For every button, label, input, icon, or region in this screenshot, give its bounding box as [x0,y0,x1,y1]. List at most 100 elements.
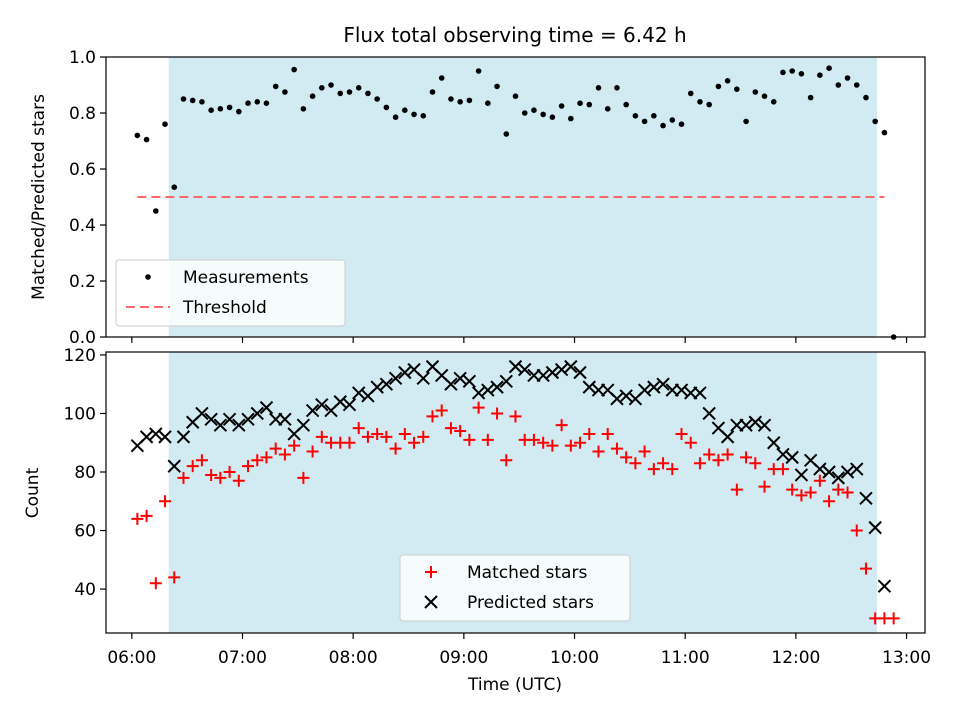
top-legend: Measurements Threshold [115,259,346,327]
measurement-point [365,90,371,97]
predicted-star-point [868,520,882,535]
predicted-star-point [315,397,329,412]
matched-star-point [306,445,319,458]
measurement-point [291,66,297,73]
measurement-point [780,69,786,76]
y-tick-label: 120 [64,346,96,366]
matched-star-point [315,430,328,443]
matched-star-point [435,404,448,417]
y-tick-label: 0.4 [69,216,96,236]
measurement-point [752,89,759,95]
predicted-star-point [877,579,892,593]
measurement-point [844,75,851,81]
y-tick-label: 0.6 [69,160,96,180]
matched-star-point [795,489,808,502]
matched-star-point [408,436,421,449]
x-tick-label: 11:00 [661,648,710,668]
measurement-point [641,118,648,125]
matched-star-point [371,427,384,440]
matched-star-point [159,495,172,508]
measurement-point [577,100,583,106]
measurement-point [863,94,869,101]
measurement-point [853,82,860,88]
predicted-star-point [831,471,846,485]
measurement-point [826,65,832,71]
predicted-star-point [453,371,467,386]
measurement-point [475,68,482,74]
matched-star-point [555,419,568,432]
predicted-star-point [278,412,292,427]
predicted-star-point [352,386,366,400]
matched-star-point [564,439,577,452]
measurement-point [162,121,168,127]
matched-star-point [610,442,623,455]
predicted-star-point [859,491,873,506]
matched-star-point [804,486,817,499]
predicted-star-point [702,406,716,421]
predicted-star-point [619,389,633,403]
predicted-star-point [149,427,163,441]
measurement-point [798,71,805,77]
y-tick-label: 80 [74,463,96,483]
matched-star-point [361,430,374,443]
top-x-ticks [131,337,908,343]
matched-star-point [749,457,762,470]
predicted-star-point [250,406,264,421]
y-tick-label: 0.2 [69,272,96,292]
predicted-star-point [158,430,172,444]
matched-star-point [537,436,550,449]
matched-star-point [703,448,716,461]
x-tick-label: 08:00 [329,648,378,668]
matched-star-point [740,451,753,464]
measurement-point [254,99,261,105]
measurement-point [512,93,519,99]
measurement-point [226,104,233,111]
matched-star-point [186,460,199,473]
matched-star-point [758,480,771,493]
predicted-star-point [822,465,836,479]
measurement-point [309,93,316,99]
measurement-point [521,110,528,116]
predicted-star-point [490,380,504,394]
measurement-point [438,75,445,81]
predicted-star-point [748,415,763,429]
measurement-point [494,83,500,90]
matched-star-point [352,422,365,435]
matched-star-point [675,427,688,440]
measurement-point [724,78,731,84]
matched-star-point [666,463,679,476]
predicted-star-point [444,377,458,391]
matched-star-point [454,425,467,438]
measurement-point [448,96,454,102]
predicted-star-point [416,371,430,386]
measurement-points [134,65,897,340]
matched-star-point [260,451,273,464]
predicted-star-point [647,380,661,394]
measurement-point [734,86,740,92]
predicted-star-point [333,395,347,409]
measurement-point [402,107,408,113]
matched-star-point [776,463,789,476]
y-tick-label: 0.0 [69,328,96,348]
measurement-point [300,106,307,112]
matched-star-point [149,577,162,590]
predicted-star-point [296,418,311,432]
measurement-point [171,184,178,190]
predicted-star-point [379,377,394,391]
matched-star-point [730,483,743,496]
predicted-star-point [204,412,218,427]
legend-threshold-label: Threshold [182,298,267,318]
matched-star-point [426,410,439,423]
matched-star-point [592,445,605,458]
matched-star-point [297,471,310,484]
bottom-y-ticks: 40 60 80 100 120 [64,346,106,600]
x-tick-label: 12:00 [771,648,820,668]
measurement-point [568,115,574,122]
measurement-point [540,111,546,118]
predicted-star-point [370,380,384,394]
matched-star-point [841,486,854,499]
predicted-star-point [554,362,569,377]
y-tick-label: 0.8 [69,104,96,124]
y-tick-label: 1.0 [69,48,96,68]
